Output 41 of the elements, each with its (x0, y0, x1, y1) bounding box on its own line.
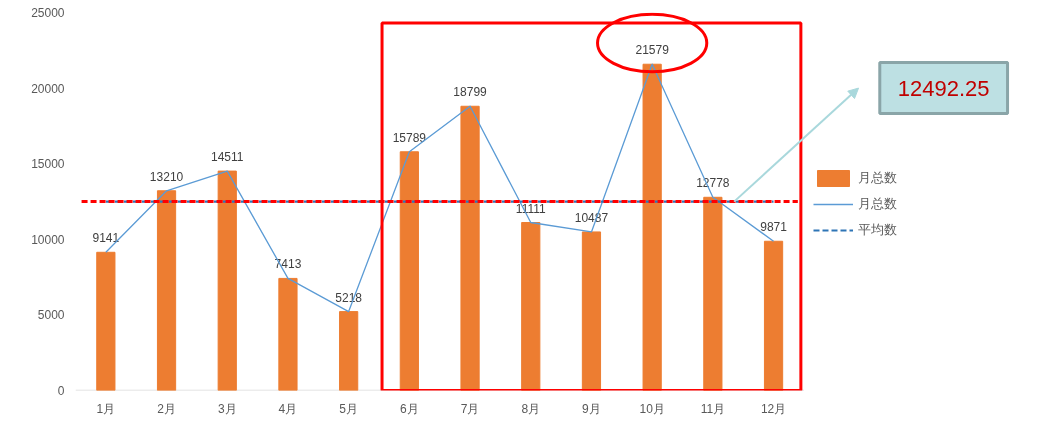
bar (703, 196, 723, 391)
data-label: 21579 (635, 43, 670, 58)
bar (581, 231, 602, 391)
x-tick-label: 2月 (157, 401, 176, 416)
data-label: 14511 (211, 150, 244, 165)
bar (217, 170, 237, 391)
bar (521, 222, 541, 391)
bar (339, 311, 359, 391)
legend-label: 平均数 (858, 221, 897, 239)
y-tick-label: 25000 (31, 6, 65, 20)
legend-label: 月总数 (858, 169, 897, 187)
bar (399, 151, 419, 391)
bar (763, 240, 784, 391)
x-tick-label: 7月 (460, 401, 480, 416)
bar (460, 105, 480, 391)
data-label: 9871 (760, 220, 788, 235)
x-tick-label: 3月 (217, 401, 237, 416)
x-tick-label: 9月 (582, 401, 601, 416)
bar (278, 277, 298, 391)
y-tick-label: 10000 (31, 232, 65, 247)
y-tick-label: 20000 (31, 81, 65, 96)
bar (156, 190, 177, 391)
data-label: 13210 (149, 169, 184, 184)
x-tick-label: 1月 (96, 401, 116, 416)
text: 12492.25 (897, 75, 990, 101)
x-tick-label: 8月 (521, 401, 541, 416)
x-tick-label: 10月 (639, 401, 665, 416)
data-label: 9141 (92, 231, 120, 246)
x-tick-label: 11月 (700, 401, 726, 416)
legend-label: 月总数 (858, 195, 897, 213)
x-tick-label: 5月 (339, 401, 358, 416)
x-tick-label: 12月 (760, 401, 787, 416)
data-label: 15789 (392, 130, 427, 145)
bar (96, 251, 116, 391)
bar (642, 63, 662, 391)
y-tick-label: 5000 (37, 308, 65, 323)
x-tick-label: 4月 (278, 401, 298, 416)
data-label: 18799 (453, 85, 488, 100)
x-tick-label: 6月 (400, 401, 419, 416)
y-tick-label: 0 (57, 384, 65, 398)
y-tick-label: 15000 (31, 157, 65, 172)
